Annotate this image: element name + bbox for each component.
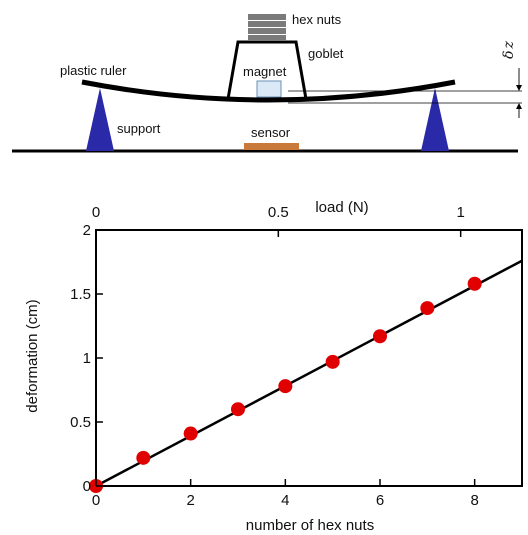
data-point (136, 450, 151, 465)
data-point (231, 402, 245, 417)
data-point (467, 276, 482, 291)
delta-z-arrowhead-upper (516, 85, 522, 91)
label-hex-nuts: hex nuts (292, 12, 342, 27)
svg-text:δz: δz (501, 40, 517, 58)
hex-nut (248, 35, 286, 41)
fit-line-layer (95, 259, 523, 488)
sensor-plate (244, 143, 299, 150)
ticks: 0 2 4 6 800.511.520 0.5 1 (70, 204, 479, 509)
label-magnet: magnet (243, 64, 287, 79)
magnet (256, 80, 282, 98)
y-axis-label: deformation (cm) (24, 299, 41, 412)
label-goblet: goblet (308, 46, 344, 61)
y-tick-label: 2 (83, 222, 91, 239)
y-tick-label: 0 (83, 478, 91, 495)
goblet (226, 40, 308, 100)
chart: 0 2 4 6 800.511.520 0.5 1 number of hex nuts l… (24, 199, 523, 534)
data-points (89, 276, 482, 493)
data-point (325, 354, 340, 369)
x-axis-label: number of hex nuts (246, 517, 374, 534)
plot-border (95, 229, 523, 487)
hex-nut-stack (248, 14, 286, 41)
data-point (183, 426, 198, 441)
right-support (421, 88, 449, 151)
hex-nut (248, 14, 286, 20)
fit-line (95, 259, 523, 488)
y-tick-label: 0.5 (70, 414, 91, 431)
x-tick-label: 0 (92, 492, 100, 509)
plastic-ruler (81, 79, 456, 103)
hex-nut (248, 28, 286, 34)
top-tick-label: 1 (456, 204, 464, 221)
x-tick-label: 2 (186, 492, 194, 509)
plot-frame (95, 229, 523, 487)
label-sensor: sensor (251, 125, 291, 140)
hex-nut (248, 21, 286, 27)
data-point (420, 301, 435, 316)
x-tick-label: 6 (376, 492, 384, 509)
delta-symbol: δ (501, 50, 517, 58)
x-tick-label: 8 (470, 492, 478, 509)
z-symbol: z (501, 40, 517, 49)
x-tick-label: 4 (281, 492, 289, 509)
top-tick-label: 0.5 (268, 204, 289, 221)
schematic: hex nuts goblet plastic ruler magnet sup… (12, 12, 522, 153)
top-axis-label: load (N) (315, 199, 368, 216)
y-tick-label: 1.5 (70, 286, 91, 303)
label-delta-z: δz (501, 40, 517, 58)
top-tick-label: 0 (92, 204, 100, 221)
label-plastic-ruler: plastic ruler (60, 63, 127, 78)
label-support: support (117, 121, 161, 136)
left-support (86, 88, 114, 151)
y-tick-label: 1 (83, 350, 91, 367)
delta-z-arrowhead-lower (516, 103, 522, 109)
data-point (373, 329, 387, 344)
data-point (278, 379, 293, 394)
